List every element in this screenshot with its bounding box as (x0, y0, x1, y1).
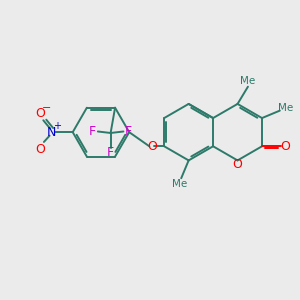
Text: −: − (42, 103, 52, 113)
Text: O: O (147, 140, 157, 153)
Text: Me: Me (278, 103, 293, 112)
Text: O: O (35, 106, 45, 120)
Text: +: + (53, 121, 61, 130)
Text: O: O (232, 158, 242, 171)
Text: Me: Me (172, 179, 187, 189)
Text: F: F (125, 125, 132, 138)
Text: F: F (89, 125, 96, 138)
Text: N: N (47, 126, 57, 139)
Text: F: F (107, 146, 114, 159)
Text: Me: Me (240, 76, 256, 86)
Text: O: O (280, 140, 290, 153)
Text: O: O (35, 142, 45, 156)
